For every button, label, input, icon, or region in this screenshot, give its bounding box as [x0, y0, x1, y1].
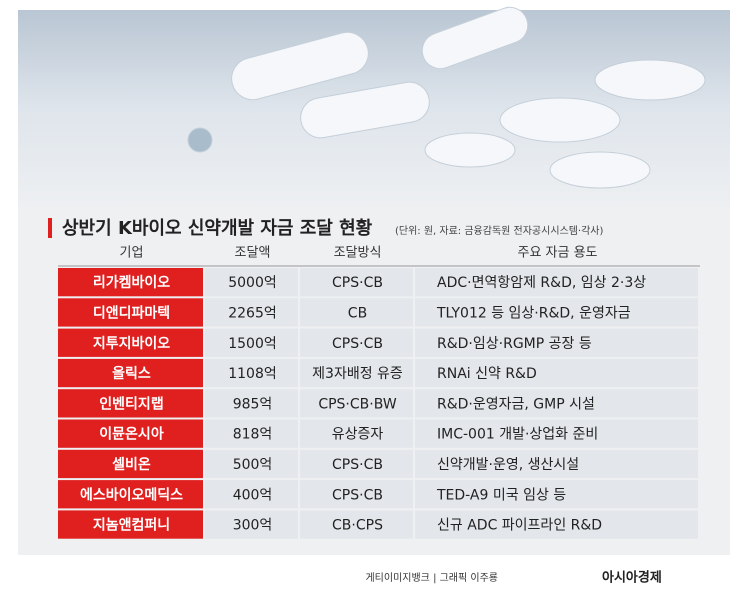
column-header: 주요 자금 용도 — [517, 246, 597, 261]
cell — [415, 510, 698, 539]
cell — [300, 449, 413, 479]
cell — [300, 510, 413, 539]
company-name: 올릭스 — [112, 365, 151, 382]
cell-text: 1108억 — [228, 366, 277, 382]
cell — [415, 480, 698, 509]
company-name: 리가켐바이오 — [93, 274, 170, 291]
cell — [205, 328, 298, 357]
cell-text: 제3자배정 유증 — [312, 366, 403, 382]
cell-text: 1500억 — [228, 336, 277, 352]
company-cell — [58, 358, 203, 388]
cell-text: 신규 ADC 파이프라인 R&D — [437, 518, 602, 534]
cell — [205, 419, 298, 448]
cell-text: 2265억 — [228, 305, 277, 321]
cell-text: 818억 — [233, 427, 273, 443]
logo: 아시아경제 — [602, 570, 662, 586]
title: 상반기 K바이오 신약개발 자금 조달 현황 — [62, 217, 373, 239]
pill-decor — [187, 6, 706, 189]
cell — [300, 328, 413, 357]
cell-text: RNAi 신약 R&D — [437, 366, 537, 382]
cell-text: CPS·CB — [332, 275, 383, 291]
company-cell — [58, 510, 203, 539]
cell-text: TLY012 등 임상·R&D, 운영자금 — [436, 305, 631, 321]
company-name: 셀비온 — [112, 457, 151, 473]
company-cell — [58, 449, 203, 479]
cell-text: 400억 — [233, 487, 273, 503]
company-name: 에스바이오메딕스 — [80, 486, 183, 503]
cell — [415, 389, 698, 418]
unit-note: (단위: 원, 자료: 금융감독원 전자공시시스템·각사) — [395, 224, 604, 237]
cell — [415, 358, 698, 388]
cell — [300, 358, 413, 388]
company-cell — [58, 419, 203, 448]
company-name: 지투지바이오 — [93, 335, 170, 352]
column-header: 기업 — [120, 246, 144, 261]
column-header: 조달액 — [235, 246, 271, 261]
cell — [415, 328, 698, 357]
cell-text: CPS·CB·BW — [318, 396, 396, 412]
company-cell — [58, 298, 203, 327]
cell-text: IMC-001 개발·상업화 준비 — [437, 427, 598, 443]
cell — [415, 419, 698, 448]
cell — [300, 389, 413, 418]
cell-text: ADC·면역항암제 R&D, 임상 2·3상 — [437, 275, 646, 291]
company-name: 이뮨온시아 — [99, 426, 164, 443]
cell-text: 985억 — [233, 396, 273, 412]
company-name: 인벤티지랩 — [99, 395, 163, 412]
cell-text: 300억 — [233, 518, 273, 534]
company-cell — [58, 328, 203, 357]
cell — [205, 449, 298, 479]
cell-text: CB·CPS — [332, 518, 383, 534]
cell — [300, 298, 413, 327]
cell — [300, 268, 413, 297]
cell — [205, 510, 298, 539]
cell — [415, 449, 698, 479]
company-name: 지놈앤컴퍼니 — [93, 517, 170, 534]
cell-text: TED-A9 미국 임상 등 — [436, 487, 566, 503]
cell-text: CPS·CB — [332, 336, 383, 352]
cell-text: CPS·CB — [332, 487, 383, 503]
cell-text: 500억 — [233, 457, 273, 473]
cell — [205, 480, 298, 509]
cell-text: CB — [348, 305, 367, 321]
cell-text: R&D·운영자금, GMP 시설 — [437, 396, 595, 412]
column-header: 조달방식 — [334, 246, 382, 261]
cell — [415, 298, 698, 327]
company-cell — [58, 268, 203, 297]
cell — [300, 419, 413, 448]
cell — [205, 389, 298, 418]
cell — [205, 298, 298, 327]
cell-text: 유상증자 — [332, 427, 384, 443]
cell — [300, 480, 413, 509]
cell-text: R&D·임상·RGMP 공장 등 — [437, 336, 592, 352]
credit: 게티이미지뱅크 | 그래픽 이주룡 — [365, 572, 498, 584]
company-cell — [58, 480, 203, 509]
cell — [205, 358, 298, 388]
title-bar — [48, 218, 52, 238]
cell-text: 신약개발·운영, 생산시설 — [437, 457, 579, 473]
cell-text: 5000억 — [228, 275, 277, 291]
cell-text: CPS·CB — [332, 457, 383, 473]
cell — [205, 268, 298, 297]
cell — [415, 268, 698, 297]
company-cell — [58, 389, 203, 418]
company-name: 디앤디파마텍 — [93, 304, 170, 321]
